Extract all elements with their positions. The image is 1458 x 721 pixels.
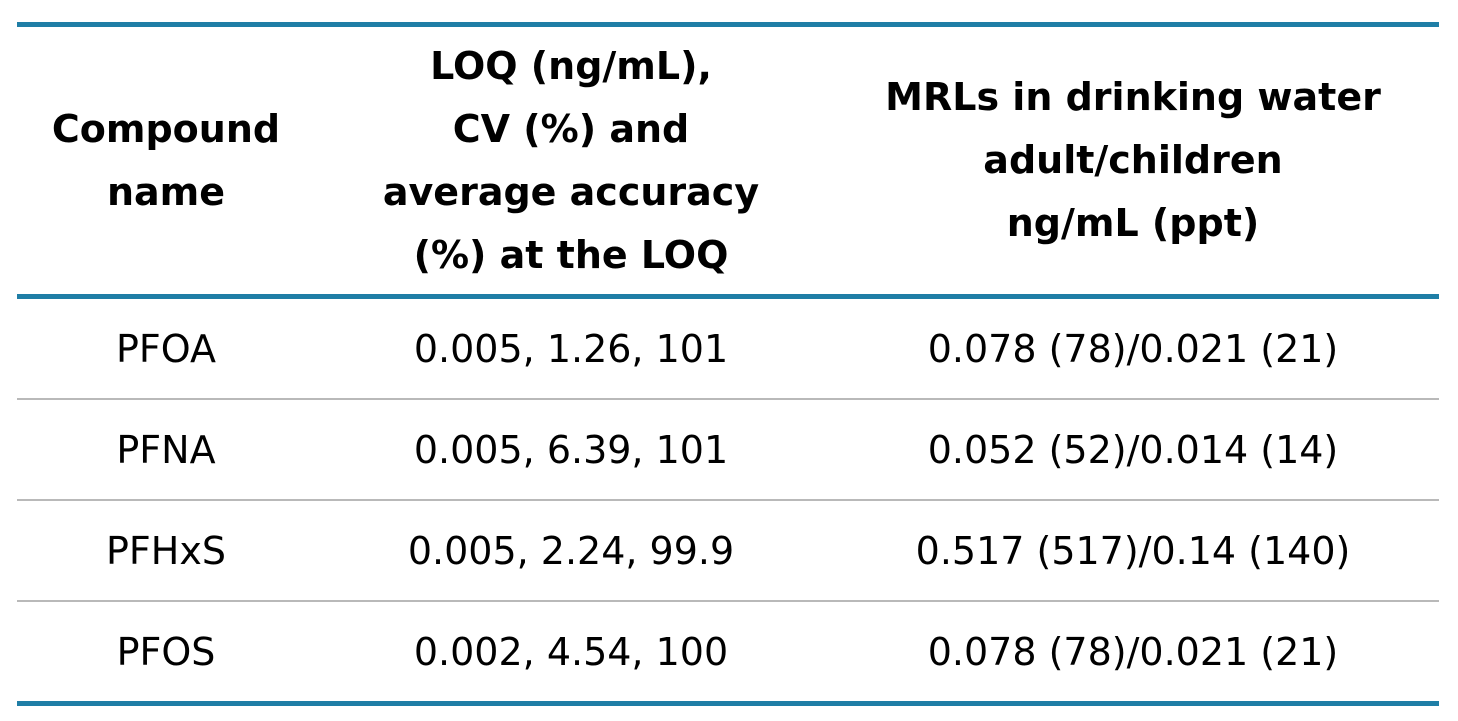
table-row: PFNA 0.005, 6.39, 101 0.052 (52)/0.014 (…	[17, 400, 1439, 499]
cell-mrl-text: 0.517 (517)/0.14 (140)	[915, 528, 1351, 573]
cell-mrl-text: 0.052 (52)/0.014 (14)	[927, 427, 1339, 472]
cell-compound-text: PFOS	[116, 629, 216, 674]
header-compound-name: Compound name	[17, 98, 315, 224]
cell-compound-text: PFHxS	[106, 528, 226, 573]
cell-mrl: 0.078 (78)/0.021 (21)	[827, 629, 1439, 675]
table-row: PFOS 0.002, 4.54, 100 0.078 (78)/0.021 (…	[17, 602, 1439, 701]
cell-loq: 0.005, 1.26, 101	[315, 326, 827, 372]
header-compound-name-text: Compound name	[51, 106, 281, 214]
row-divider	[17, 398, 1439, 400]
cell-compound: PFHxS	[17, 528, 315, 574]
cell-compound-text: PFNA	[116, 427, 216, 472]
row-divider	[17, 499, 1439, 501]
cell-compound: PFOA	[17, 326, 315, 372]
cell-compound: PFNA	[17, 427, 315, 473]
cell-mrl: 0.517 (517)/0.14 (140)	[827, 528, 1439, 574]
header-mrls: MRLs in drinking water adult/children ng…	[827, 66, 1439, 255]
cell-loq-text: 0.005, 1.26, 101	[413, 326, 729, 371]
cell-loq: 0.005, 2.24, 99.9	[315, 528, 827, 574]
cell-compound-text: PFOA	[115, 326, 216, 371]
cell-mrl: 0.052 (52)/0.014 (14)	[827, 427, 1439, 473]
header-mrls-text: MRLs in drinking water adult/children ng…	[885, 75, 1381, 245]
cell-loq: 0.002, 4.54, 100	[315, 629, 827, 675]
table-header-row: Compound name LOQ (ng/mL), CV (%) and av…	[17, 27, 1439, 294]
header-bottom-rule	[17, 294, 1439, 299]
table-top-rule	[17, 22, 1439, 27]
cell-mrl-text: 0.078 (78)/0.021 (21)	[927, 326, 1339, 371]
table-row: PFOA 0.005, 1.26, 101 0.078 (78)/0.021 (…	[17, 299, 1439, 398]
cell-loq-text: 0.005, 2.24, 99.9	[407, 528, 735, 573]
cell-mrl: 0.078 (78)/0.021 (21)	[827, 326, 1439, 372]
cell-loq: 0.005, 6.39, 101	[315, 427, 827, 473]
table-row: PFHxS 0.005, 2.24, 99.9 0.517 (517)/0.14…	[17, 501, 1439, 600]
cell-loq-text: 0.002, 4.54, 100	[413, 629, 729, 674]
cell-compound: PFOS	[17, 629, 315, 675]
cell-mrl-text: 0.078 (78)/0.021 (21)	[927, 629, 1339, 674]
row-divider	[17, 600, 1439, 602]
cell-loq-text: 0.005, 6.39, 101	[413, 427, 729, 472]
table-bottom-rule	[17, 701, 1439, 706]
header-loq: LOQ (ng/mL), CV (%) and average accuracy…	[315, 35, 827, 287]
data-table: Compound name LOQ (ng/mL), CV (%) and av…	[17, 22, 1439, 706]
header-loq-text: LOQ (ng/mL), CV (%) and average accuracy…	[382, 43, 760, 277]
